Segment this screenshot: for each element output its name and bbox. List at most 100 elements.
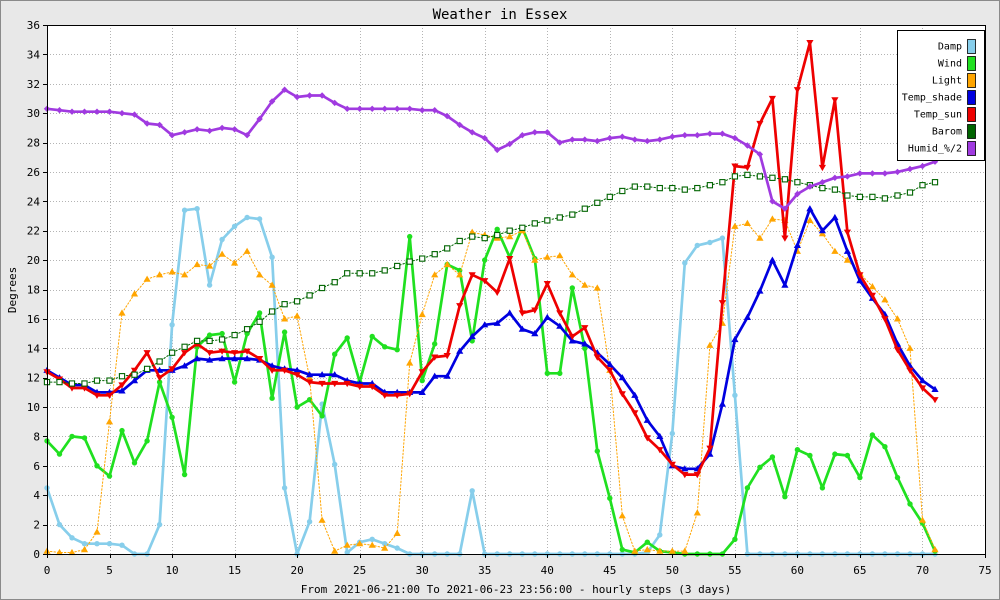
data-point-damp <box>81 541 88 547</box>
data-point-temp-sun <box>593 354 601 361</box>
data-point-light <box>381 544 389 551</box>
data-point-temp-shade <box>118 387 126 394</box>
data-point-humid-2 <box>906 165 914 173</box>
legend-swatch <box>967 141 976 156</box>
data-point-humid-2 <box>569 136 576 143</box>
data-point-light <box>631 547 639 554</box>
data-point-barom <box>243 326 251 333</box>
series-barom <box>43 171 939 387</box>
data-point-temp-sun <box>331 380 339 388</box>
data-point-damp <box>269 254 275 260</box>
legend-item: Barom <box>932 124 976 139</box>
data-point-temp-shade <box>218 355 226 362</box>
data-point-light <box>906 344 914 351</box>
data-point-wind <box>294 404 300 410</box>
data-point-temp-sun <box>156 375 164 382</box>
y-tick-label: 14 <box>27 342 41 355</box>
data-point-temp-sun <box>893 347 902 354</box>
data-point-light <box>581 281 589 288</box>
data-point-temp-sun <box>243 348 251 355</box>
legend-swatch <box>967 90 976 105</box>
data-point-humid-2 <box>344 105 351 112</box>
data-point-humid-2 <box>681 132 688 139</box>
data-point-light <box>506 233 514 240</box>
data-point-temp-sun <box>581 325 589 332</box>
data-point-light <box>743 219 751 226</box>
data-point-temp-sun <box>681 472 689 479</box>
data-point-barom <box>831 186 839 193</box>
axis-layer: 0 5 10 15 20 25 30 35 40 45 50 55 60 65 70 750246810121… <box>27 19 992 577</box>
data-point-light <box>105 418 114 425</box>
data-point-temp-sun <box>143 350 151 357</box>
data-point-temp-shade <box>231 355 239 362</box>
series-line-temp-sun <box>45 41 937 476</box>
data-point-temp-sun <box>443 353 451 360</box>
data-point-humid-2 <box>256 115 263 123</box>
y-tick-label: 8 <box>33 430 40 443</box>
data-point-barom <box>56 378 63 386</box>
data-point-humid-2 <box>469 129 476 136</box>
data-point-temp-shade <box>656 432 664 439</box>
chart-title: Weather in Essex <box>433 7 568 23</box>
x-axis-label: From 2021-06-21:00 To 2021-06-23 23:56:0… <box>301 583 731 596</box>
data-point-temp-sun <box>818 164 826 172</box>
data-point-barom <box>606 193 613 201</box>
y-tick-label: 22 <box>27 225 40 238</box>
data-point-temp-shade <box>456 347 464 354</box>
data-point-humid-2 <box>81 108 88 115</box>
data-point-light <box>756 234 764 241</box>
data-point-wind <box>819 485 826 491</box>
data-point-humid-2 <box>806 183 814 190</box>
data-point-barom <box>356 270 363 277</box>
plot-frame <box>47 25 986 555</box>
series-wind <box>44 225 938 557</box>
legend-label: Barom <box>932 127 962 138</box>
data-point-damp <box>56 521 63 528</box>
data-point-wind <box>794 447 801 453</box>
data-point-humid-2 <box>206 127 213 134</box>
data-point-humid-2 <box>331 99 338 107</box>
data-point-temp-sun <box>431 354 439 361</box>
data-point-barom <box>469 233 476 240</box>
data-point-temp-shade <box>618 374 626 381</box>
data-point-light <box>618 512 626 519</box>
data-point-damp <box>732 392 738 398</box>
data-point-light <box>643 546 651 553</box>
data-point-barom <box>919 182 926 189</box>
data-point-wind <box>907 501 913 507</box>
data-point-humid-2 <box>406 105 413 112</box>
data-point-damp <box>219 236 225 243</box>
data-point-temp-sun <box>743 164 751 172</box>
data-point-humid-2 <box>744 142 751 149</box>
data-point-humid-2 <box>93 108 101 115</box>
data-point-humid-2 <box>281 86 288 93</box>
data-point-barom <box>519 224 526 231</box>
data-point-light <box>218 250 226 257</box>
data-point-temp-sun <box>130 367 139 374</box>
legend-item: Humid_%/2 <box>908 141 976 156</box>
data-point-barom <box>631 183 638 190</box>
data-point-barom <box>181 343 188 350</box>
data-point-humid-2 <box>506 140 513 148</box>
data-point-temp-shade <box>781 281 789 288</box>
data-point-barom <box>619 187 626 195</box>
data-point-light <box>68 548 76 556</box>
data-point-temp-shade <box>318 371 326 378</box>
data-point-barom <box>494 231 501 239</box>
data-point-barom <box>744 171 751 179</box>
data-point-humid-2 <box>293 93 301 101</box>
data-point-barom <box>306 292 313 299</box>
y-tick-label: 32 <box>27 78 40 91</box>
data-point-temp-shade <box>331 371 339 378</box>
data-point-humid-2 <box>419 107 426 114</box>
legend: Damp Wind Light Temp_shade Temp_sun Barom Humi… <box>897 30 985 161</box>
data-point-temp-shade <box>768 256 776 263</box>
data-point-barom <box>344 270 351 277</box>
data-point-barom <box>381 267 388 274</box>
data-point-light <box>243 247 251 254</box>
data-point-barom <box>218 336 226 343</box>
data-point-humid-2 <box>706 130 714 137</box>
data-point-temp-sun <box>618 391 626 398</box>
data-point-light <box>468 228 476 235</box>
x-tick-label: 5 <box>106 564 113 577</box>
